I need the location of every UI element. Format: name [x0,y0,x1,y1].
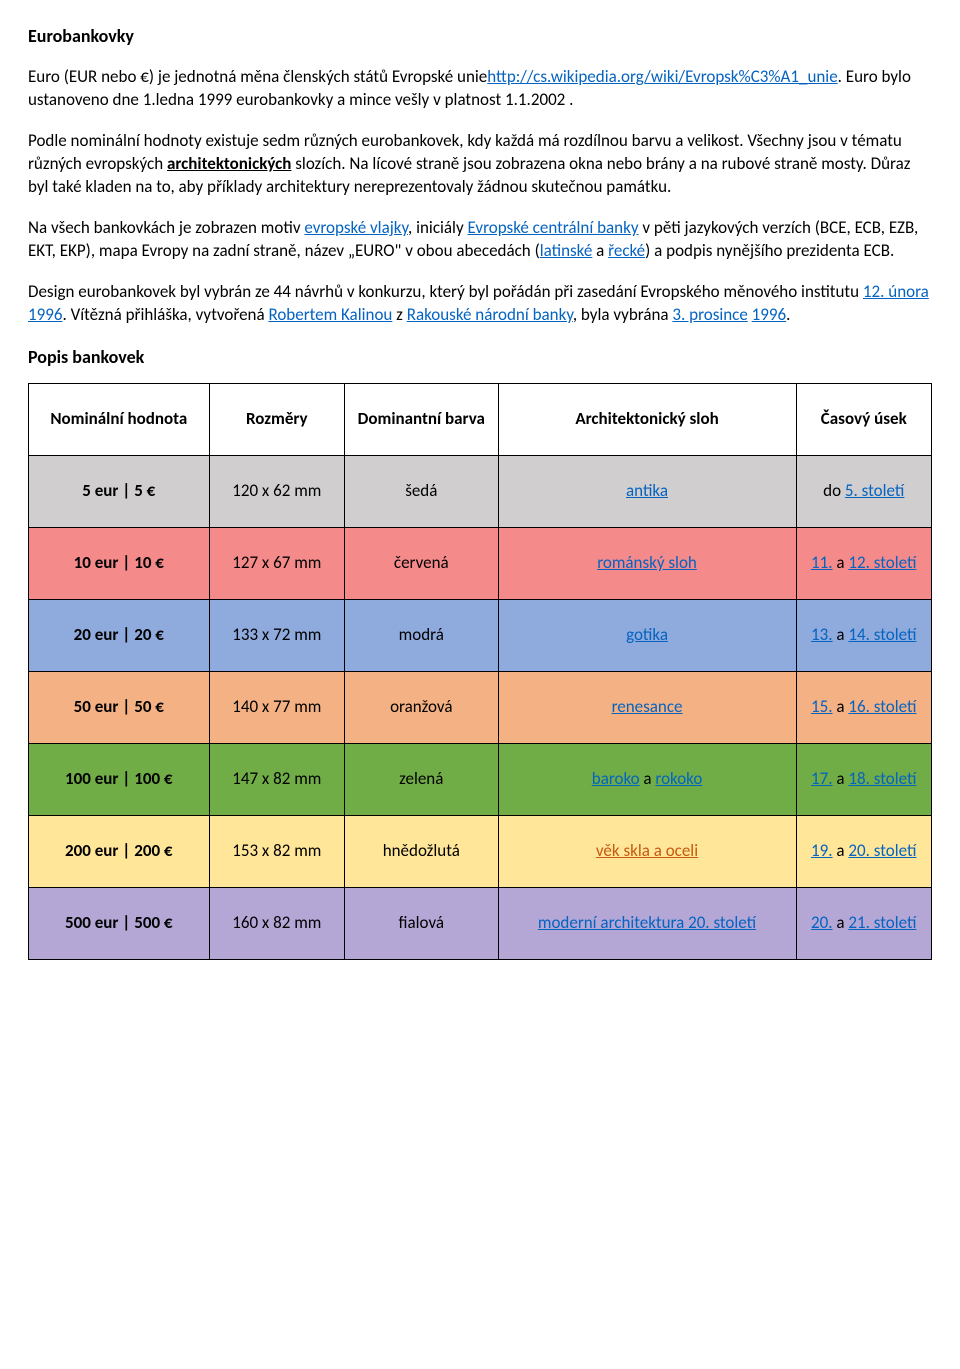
cell-style: renesance [498,671,796,743]
cell-nominal: 10 eur | 10 € [29,527,210,599]
p3-link-flag[interactable]: evropské vlajky [304,217,408,238]
cell-style: románský sloh [498,527,796,599]
cell-nominal: 5 eur | 5 € [29,455,210,527]
style-link[interactable]: renesance [612,696,683,717]
period-link-1[interactable]: 20. [811,912,833,933]
table-header-row: Nominální hodnota Rozměry Dominantní bar… [29,384,932,456]
p4-link-kalina[interactable]: Robertem Kalinou [268,304,392,325]
period-link-2[interactable]: 14. století [848,624,916,645]
table-row: 500 eur | 500 €160 x 82 mmfialová moderní… [29,887,932,959]
cell-nominal: 20 eur | 20 € [29,599,210,671]
period-link-1[interactable]: 5. století [845,480,904,501]
p3-text-d: a [592,240,608,261]
period-link-2[interactable]: 18. století [848,768,916,789]
period-link-1[interactable]: 11. [811,552,833,573]
period-link-2[interactable]: 20. století [848,840,916,861]
cell-dimensions: 127 x 67 mm [209,527,344,599]
style-link[interactable]: antika [626,480,668,501]
style-link[interactable]: románský sloh [597,552,697,573]
th-nominal: Nominální hodnota [29,384,210,456]
p4-link-date1[interactable]: 12. února [863,281,929,302]
period-link-1[interactable]: 19. [811,840,833,861]
paragraph-1: Euro (EUR nebo €) je jednotná měna člens… [28,66,932,112]
style-link[interactable]: věk skla a oceli [596,840,698,861]
p4-text-b: . Vítězná přihláška, vytvořená [62,304,268,325]
table-row: 5 eur | 5 €120 x 62 mmšedá antika do 5. st… [29,455,932,527]
cell-dimensions: 147 x 82 mm [209,743,344,815]
style-link-2[interactable]: rokoko [655,768,702,789]
p3-text-a: Na všech bankovkách je zobrazen motiv [28,217,304,238]
p3-text-b: , iniciály [408,217,468,238]
style-link[interactable]: baroko [592,768,640,789]
p1-text-a: Euro (EUR nebo €) je jednotná měna člens… [28,66,487,87]
p4-link-bank[interactable]: Rakouské národní banky [407,304,573,325]
cell-style: baroko a rokoko [498,743,796,815]
cell-color: zelená [345,743,499,815]
cell-color: modrá [345,599,499,671]
p3-link-greek[interactable]: řecké [608,240,645,261]
period-link-1[interactable]: 15. [811,696,833,717]
p4-link-date2[interactable]: 3. prosince [672,304,747,325]
paragraph-2: Podle nominální hodnoty existuje sedm rů… [28,130,932,199]
period-link-2[interactable]: 21. století [848,912,916,933]
period-link-2[interactable]: 12. století [848,552,916,573]
cell-dimensions: 120 x 62 mm [209,455,344,527]
paragraph-4: Design eurobankovek byl vybrán ze 44 náv… [28,281,932,327]
cell-color: šedá [345,455,499,527]
cell-dimensions: 160 x 82 mm [209,887,344,959]
cell-nominal: 100 eur | 100 € [29,743,210,815]
period-link-1[interactable]: 17. [811,768,833,789]
p3-link-latin[interactable]: latinské [540,240,593,261]
style-link[interactable]: moderní architektura 20. století [538,912,756,933]
cell-nominal: 50 eur | 50 € [29,671,210,743]
cell-style: gotika [498,599,796,671]
cell-color: červená [345,527,499,599]
cell-nominal: 200 eur | 200 € [29,815,210,887]
cell-style: věk skla a oceli [498,815,796,887]
table-row: 20 eur | 20 €133 x 72 mmmodrá gotika 13. a… [29,599,932,671]
p2-arch: architektonických [167,153,291,174]
style-link[interactable]: gotika [626,624,668,645]
cell-dimensions: 133 x 72 mm [209,599,344,671]
table-row: 50 eur | 50 €140 x 77 mmoranžová renesanc… [29,671,932,743]
page-title: Eurobankovky [28,24,932,48]
cell-period: 15. a 16. století [796,671,931,743]
cell-period: 19. a 20. století [796,815,931,887]
th-style: Architektonický sloh [498,384,796,456]
banknotes-table: Nominální hodnota Rozměry Dominantní bar… [28,383,932,960]
cell-style: moderní architektura 20. století [498,887,796,959]
p3-link-ecb[interactable]: Evropské centrální banky [468,217,639,238]
th-dimensions: Rozměry [209,384,344,456]
p4-link-year2[interactable]: 1996 [752,304,786,325]
cell-nominal: 500 eur | 500 € [29,887,210,959]
cell-dimensions: 140 x 77 mm [209,671,344,743]
cell-color: fialová [345,887,499,959]
period-link-2[interactable]: 16. století [848,696,916,717]
p4-text-e: . [786,304,790,325]
cell-style: antika [498,455,796,527]
th-color: Dominantní barva [345,384,499,456]
table-row: 100 eur | 100 €147 x 82 mmzelenábaroko a… [29,743,932,815]
p1-link-wiki[interactable]: http://cs.wikipedia.org/wiki/Evropsk%C3%… [487,66,837,87]
p4-text-d: , byla vybrána [573,304,673,325]
cell-color: hnědožlutá [345,815,499,887]
subtitle: Popis bankovek [28,345,932,369]
p3-text-e: ) a podpis nynějšího prezidenta ECB. [645,240,894,261]
p4-text-c: z [392,304,406,325]
cell-color: oranžová [345,671,499,743]
th-period: Časový úsek [796,384,931,456]
table-row: 10 eur | 10 €127 x 67 mmčervená románský … [29,527,932,599]
period-link-1[interactable]: 13. [811,624,833,645]
cell-period: 11. a 12. století [796,527,931,599]
p4-link-year1[interactable]: 1996 [28,304,62,325]
cell-period: 20. a 21. století [796,887,931,959]
cell-period: 17. a 18. století [796,743,931,815]
p4-text-a: Design eurobankovek byl vybrán ze 44 náv… [28,281,863,302]
cell-dimensions: 153 x 82 mm [209,815,344,887]
paragraph-3: Na všech bankovkách je zobrazen motiv ev… [28,217,932,263]
table-row: 200 eur | 200 €153 x 82 mmhnědožlutá věk … [29,815,932,887]
cell-period: 13. a 14. století [796,599,931,671]
cell-period: do 5. století [796,455,931,527]
